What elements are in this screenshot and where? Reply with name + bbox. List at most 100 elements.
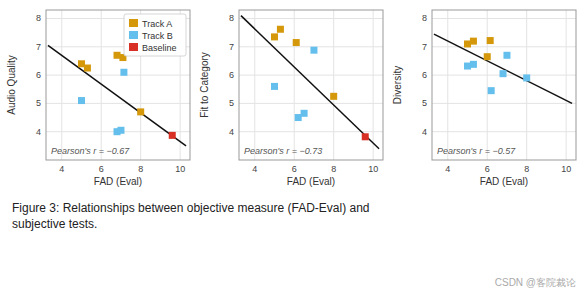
point <box>301 110 308 117</box>
annotation: Pearson's r = −0.67 <box>51 146 130 156</box>
tick-label: 4 <box>59 164 64 174</box>
grid-line <box>254 10 255 160</box>
regression-line <box>241 16 379 149</box>
x-axis-label: FAD (Eval) <box>480 176 528 187</box>
tick-label: 4 <box>252 164 257 174</box>
point <box>500 70 507 77</box>
tick-label: 10 <box>368 164 378 174</box>
data-layer <box>48 45 186 145</box>
point <box>470 38 477 45</box>
point <box>169 132 176 139</box>
y-axis-label: Diversity <box>392 66 403 104</box>
regression-line <box>434 34 572 103</box>
panel: 4681045678FAD (Eval)Audio QualityPearson… <box>6 10 190 187</box>
plot-frame <box>46 10 190 160</box>
x-axis-label: FAD (Eval) <box>287 176 335 187</box>
point <box>78 97 85 104</box>
tick-label: 4 <box>445 164 450 174</box>
tick-label: 6 <box>485 164 490 174</box>
legend-label: Track B <box>142 31 173 41</box>
point <box>470 61 477 68</box>
tick-label: 6 <box>422 70 427 80</box>
tick-label: 4 <box>229 127 234 137</box>
point <box>330 93 337 100</box>
tick-label: 6 <box>292 164 297 174</box>
tick-label: 5 <box>422 98 427 108</box>
point <box>487 37 494 44</box>
point <box>117 127 124 134</box>
grid-line <box>333 10 334 160</box>
point <box>484 53 491 60</box>
regression-line <box>48 45 186 145</box>
point <box>293 39 300 46</box>
tick-label: 6 <box>99 164 104 174</box>
tick-label: 8 <box>229 13 234 23</box>
point <box>84 65 91 72</box>
tick-label: 7 <box>229 42 234 52</box>
grid-line <box>239 75 383 76</box>
data-layer <box>434 34 572 103</box>
plot-frame <box>432 10 576 160</box>
grid-line <box>526 10 527 160</box>
grid-line <box>373 10 374 160</box>
grid-line <box>432 103 576 104</box>
point <box>310 47 317 54</box>
tick-label: 6 <box>36 70 41 80</box>
legend: Track A Track B Baseline <box>124 14 186 56</box>
legend-swatch <box>129 19 138 27</box>
caption: Figure 3: Relationships between objectiv… <box>12 201 370 215</box>
figure: 4681045678FAD (Eval)Audio QualityPearson… <box>0 0 584 294</box>
legend-box <box>124 14 186 56</box>
point <box>488 87 495 94</box>
point <box>362 133 369 140</box>
tick-label: 8 <box>422 13 427 23</box>
point <box>271 33 278 40</box>
grid-line <box>46 75 190 76</box>
legend-label: Baseline <box>142 43 177 53</box>
grid-line <box>566 10 567 160</box>
tick-label: 4 <box>36 127 41 137</box>
background <box>0 0 584 294</box>
grid-line <box>239 103 383 104</box>
panel: 4681045678FAD (Eval)DiversityPearson's r… <box>392 10 576 187</box>
plot-frame <box>239 10 383 160</box>
data-layer <box>241 16 379 149</box>
panel: 4 6 8 10 4 5 6 7 8 FAD (Eval) Fit to Category Pears… <box>199 10 383 187</box>
point <box>277 26 284 33</box>
grid-line <box>239 18 383 19</box>
point <box>271 83 278 90</box>
tick-label: 8 <box>138 164 143 174</box>
legend-label: Track A <box>142 19 172 29</box>
grid-line <box>294 10 295 160</box>
grid-line <box>447 10 448 160</box>
x-axis-label: FAD (Eval) <box>94 176 142 187</box>
tick-label: 6 <box>229 70 234 80</box>
tick-label: 8 <box>331 164 336 174</box>
tick-label: 4 <box>422 127 427 137</box>
annotation: Pearson's r = −0.73 <box>244 146 322 156</box>
plot-area <box>46 10 190 160</box>
grid-line <box>61 10 62 160</box>
point <box>523 74 530 81</box>
grid-line <box>432 131 576 132</box>
annotation: Pearson's r = −0.57 <box>437 146 516 156</box>
tick-label: 8 <box>524 164 529 174</box>
tick-label: 10 <box>561 164 571 174</box>
tick-label: 10 <box>175 164 185 174</box>
tick-label: 5 <box>229 98 234 108</box>
point <box>503 52 510 59</box>
watermark: CSDN @客院裁论 <box>495 277 576 288</box>
legend-swatch <box>129 31 138 39</box>
tick-label: 5 <box>36 98 41 108</box>
plot-area <box>432 10 576 160</box>
y-axis-label: Fit to Category <box>199 52 210 118</box>
point <box>137 108 144 115</box>
legend-swatch <box>129 43 138 51</box>
plot-area <box>239 10 383 160</box>
grid-line <box>487 10 488 160</box>
grid-line <box>432 46 576 47</box>
caption: subjective tests. <box>12 217 97 231</box>
point <box>120 69 127 76</box>
grid-line <box>46 103 190 104</box>
tick-label: 7 <box>36 42 41 52</box>
